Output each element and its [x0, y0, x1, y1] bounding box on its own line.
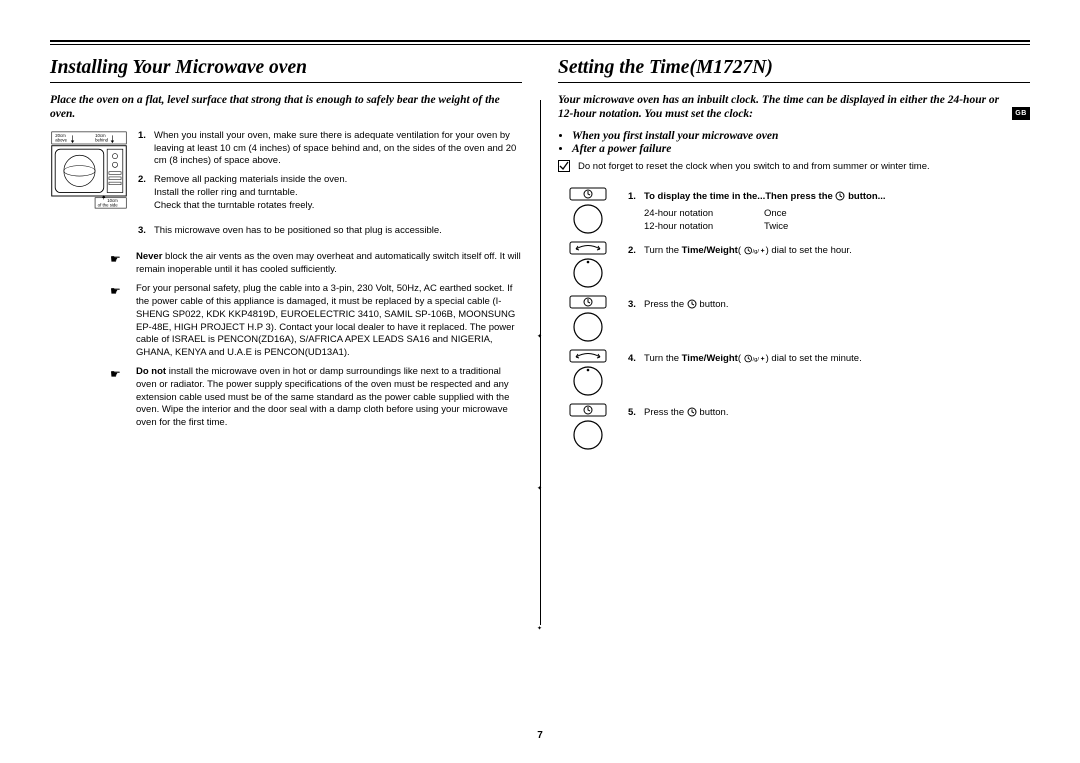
heading-underline — [50, 82, 522, 83]
step-2: 2. Remove all packing materials inside t… — [138, 174, 522, 212]
time-step-3: 3. Press the button. — [558, 293, 1030, 343]
step-body: 4. Turn the Time/Weight( /g/) dial to se… — [628, 353, 1030, 368]
step-body: 5. Press the button. — [628, 407, 1030, 422]
note-text: Never block the air vents as the oven ma… — [136, 251, 522, 277]
time-step-2: 2. Turn the Time/Weight( /g/) dial to se… — [558, 239, 1030, 289]
svg-text:/g/: /g/ — [752, 357, 759, 363]
hand-icon: ☛ — [110, 283, 136, 299]
svg-text:above: above — [55, 137, 67, 142]
step-3: 3. This microwave oven has to be positio… — [50, 225, 522, 238]
hand-icon: ☛ — [110, 366, 136, 382]
manual-page: GB ✦ ✦ ✦ Installing Your Microwave oven … — [0, 0, 1080, 763]
reminder-note: Do not forget to reset the clock when yo… — [558, 161, 1030, 174]
step-body: 3. Press the button. — [628, 299, 1030, 314]
hand-icon: ☛ — [110, 251, 136, 267]
right-heading: Setting the Time(M1727N) — [558, 57, 1030, 79]
numbered-steps-1-2: 1. When you install your oven, make sure… — [138, 130, 522, 219]
step-body: 2. Turn the Time/Weight( /g/) dial to se… — [628, 245, 1030, 260]
step-text: Turn the Time/Weight( /g/) dial to set t… — [644, 353, 1030, 368]
dial-icon — [558, 347, 618, 397]
caution-note-3: ☛ Do not install the microwave oven in h… — [50, 366, 522, 430]
notation-table: 24-hour notation 12-hour notation Once T… — [644, 208, 1030, 234]
fold-mark: ✦ — [537, 485, 542, 492]
note-text: For your personal safety, plug the cable… — [136, 283, 522, 360]
fold-mark: ✦ — [537, 625, 542, 632]
step-text: To display the time in the...Then press … — [644, 191, 1030, 233]
bullet-item: After a power failure — [572, 143, 1030, 155]
diagram-and-steps: 20cm above 10cm behind — [50, 130, 522, 219]
step-body: 1. To display the time in the...Then pre… — [628, 191, 1030, 233]
step-text: This microwave oven has to be positioned… — [154, 225, 522, 238]
step-number: 3. — [628, 299, 644, 314]
step-text: When you install your oven, make sure th… — [154, 130, 522, 168]
clock-button-icon — [558, 401, 618, 451]
step-number: 2. — [138, 174, 154, 187]
time-setting-steps: 1. To display the time in the...Then pre… — [558, 185, 1030, 455]
table-cell: 12-hour notation — [644, 221, 764, 234]
step-number: 2. — [628, 245, 644, 260]
clock-button-icon — [558, 293, 618, 343]
column-divider — [540, 100, 541, 625]
right-bullets: When you first install your microwave ov… — [558, 130, 1030, 155]
top-rule-thick — [50, 40, 1030, 42]
caution-note-2: ☛ For your personal safety, plug the cab… — [50, 283, 522, 360]
reminder-text: Do not forget to reset the clock when yo… — [578, 161, 930, 174]
step-text: Remove all packing materials inside the … — [154, 174, 522, 212]
step-number: 5. — [628, 407, 644, 422]
time-step-4: 4. Turn the Time/Weight( /g/) dial to se… — [558, 347, 1030, 397]
right-intro: Your microwave oven has an inbuilt clock… — [558, 93, 1030, 122]
step-number: 4. — [628, 353, 644, 368]
step-number: 1. — [628, 191, 644, 233]
note-text: Do not install the microwave oven in hot… — [136, 366, 522, 430]
svg-text:behind: behind — [95, 137, 109, 142]
left-column: Installing Your Microwave oven Place the… — [50, 45, 540, 665]
step-text: Press the button. — [644, 299, 1030, 314]
step-number: 3. — [138, 225, 154, 238]
right-column: Setting the Time(M1727N) Your microwave … — [540, 45, 1030, 665]
time-step-5: 5. Press the button. — [558, 401, 1030, 451]
page-number: 7 — [0, 730, 1080, 741]
clock-button-icon — [558, 185, 618, 235]
fold-mark: ✦ — [537, 333, 542, 340]
step-text: Press the button. — [644, 407, 1030, 422]
content-columns: ✦ ✦ ✦ Installing Your Microwave oven Pla… — [50, 45, 1030, 665]
bullet-item: When you first install your microwave ov… — [572, 130, 1030, 142]
svg-text:/g/: /g/ — [752, 249, 759, 255]
dial-icon — [558, 239, 618, 289]
tick-box-icon — [558, 160, 578, 172]
step-number: 1. — [138, 130, 154, 143]
table-cell: 24-hour notation — [644, 208, 764, 221]
left-intro: Place the oven on a flat, level surface … — [50, 93, 522, 122]
left-heading: Installing Your Microwave oven — [50, 57, 522, 79]
step-text: Turn the Time/Weight( /g/) dial to set t… — [644, 245, 1030, 260]
heading-underline — [558, 82, 1030, 83]
table-cell: Once — [764, 208, 788, 221]
svg-text:of the side: of the side — [98, 202, 119, 207]
step-1: 1. When you install your oven, make sure… — [138, 130, 522, 168]
table-cell: Twice — [764, 221, 788, 234]
oven-clearance-diagram: 20cm above 10cm behind — [50, 130, 128, 219]
caution-note-1: ☛ Never block the air vents as the oven … — [50, 251, 522, 277]
time-step-1: 1. To display the time in the...Then pre… — [558, 185, 1030, 235]
